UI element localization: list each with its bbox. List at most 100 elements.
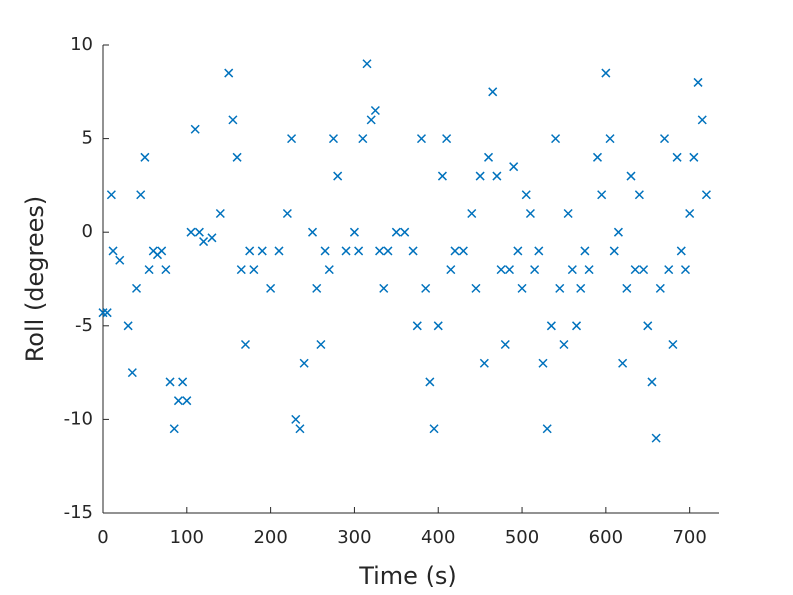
- marker: [429, 424, 439, 434]
- marker: [108, 246, 118, 256]
- x-tick-label: 500: [505, 527, 539, 548]
- marker: [144, 265, 154, 275]
- marker: [626, 171, 636, 181]
- marker: [236, 265, 246, 275]
- marker: [479, 358, 489, 368]
- marker: [592, 152, 603, 162]
- marker: [571, 321, 582, 331]
- marker: [668, 339, 678, 350]
- marker: [341, 246, 351, 256]
- marker: [400, 227, 410, 237]
- marker: [446, 265, 456, 275]
- marker: [349, 227, 359, 237]
- marker: [618, 358, 628, 368]
- marker: [659, 134, 670, 144]
- marker: [475, 171, 485, 181]
- marker: [282, 208, 292, 219]
- marker: [383, 246, 393, 256]
- marker: [362, 59, 372, 69]
- marker: [525, 208, 535, 219]
- marker: [639, 265, 649, 275]
- marker: [178, 377, 188, 387]
- marker: [370, 105, 380, 116]
- marker: [358, 134, 368, 144]
- marker: [542, 424, 552, 434]
- marker: [689, 152, 699, 162]
- marker: [421, 283, 431, 293]
- marker: [169, 424, 179, 434]
- marker: [375, 246, 385, 256]
- marker: [504, 265, 515, 275]
- marker: [182, 396, 192, 406]
- marker: [207, 233, 217, 243]
- marker: [567, 265, 577, 275]
- marker: [140, 152, 150, 162]
- marker: [488, 87, 498, 97]
- marker: [232, 152, 242, 162]
- marker: [320, 246, 330, 256]
- marker: [307, 227, 318, 237]
- marker: [316, 339, 326, 350]
- marker: [295, 424, 305, 434]
- marker: [215, 208, 225, 219]
- x-axis-label: Time (s): [358, 562, 457, 590]
- marker: [580, 246, 590, 256]
- marker: [538, 358, 548, 368]
- marker: [613, 227, 623, 237]
- marker: [199, 237, 209, 247]
- marker: [647, 377, 657, 387]
- y-tick-label: -15: [64, 502, 93, 523]
- y-tick-label: 0: [82, 221, 93, 242]
- marker: [106, 190, 116, 200]
- marker: [521, 190, 531, 200]
- marker: [605, 134, 615, 144]
- marker: [597, 190, 607, 200]
- marker: [123, 321, 133, 331]
- marker: [287, 134, 297, 144]
- marker: [194, 227, 204, 237]
- marker: [643, 321, 653, 331]
- marker: [312, 283, 322, 293]
- marker: [157, 246, 167, 256]
- marker: [328, 134, 339, 144]
- marker: [165, 377, 175, 387]
- x-tick-label: 600: [589, 527, 623, 548]
- marker: [379, 283, 389, 293]
- marker: [534, 246, 544, 256]
- marker: [517, 283, 527, 293]
- marker: [115, 255, 125, 265]
- marker: [630, 265, 640, 275]
- marker: [173, 396, 183, 406]
- marker: [664, 265, 674, 275]
- marker: [245, 246, 255, 256]
- marker: [186, 227, 196, 237]
- marker: [622, 283, 632, 293]
- y-axis-label: Roll (degrees): [21, 196, 49, 363]
- marker: [437, 171, 447, 181]
- marker: [257, 246, 267, 256]
- marker: [584, 265, 594, 275]
- marker: [546, 321, 556, 331]
- marker: [240, 339, 251, 350]
- marker: [530, 265, 540, 275]
- marker: [471, 283, 481, 293]
- marker: [224, 68, 234, 78]
- x-tick-label: 0: [97, 527, 108, 548]
- marker: [500, 339, 510, 350]
- marker: [291, 414, 301, 424]
- marker: [102, 308, 112, 318]
- marker: [131, 283, 142, 293]
- marker: [555, 283, 565, 293]
- marker: [492, 171, 502, 181]
- marker: [551, 134, 561, 144]
- marker: [433, 321, 443, 331]
- marker: [412, 321, 422, 331]
- marker: [299, 358, 309, 368]
- marker: [676, 246, 686, 256]
- x-tick-label: 200: [253, 527, 287, 548]
- marker: [354, 246, 364, 256]
- marker: [450, 246, 460, 256]
- marker: [467, 208, 477, 219]
